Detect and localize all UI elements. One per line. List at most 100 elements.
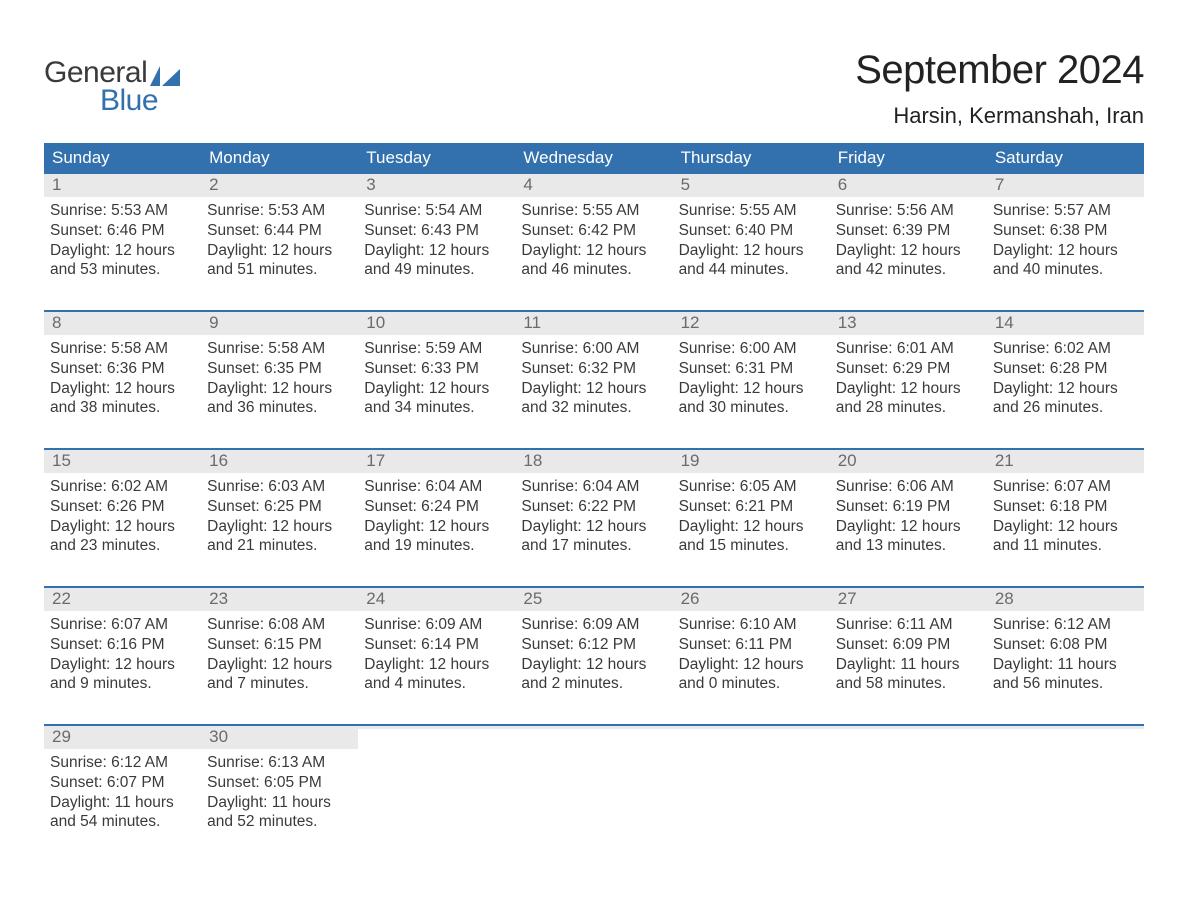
sunrise-line: Sunrise: 6:12 AM [50, 753, 195, 773]
calendar-cell: 23Sunrise: 6:08 AMSunset: 6:15 PMDayligh… [201, 588, 358, 708]
day-number: 13 [838, 313, 857, 332]
cell-body: Sunrise: 6:10 AMSunset: 6:11 PMDaylight:… [679, 615, 824, 694]
calendar-page: General Blue September 2024 Harsin, Kerm… [0, 0, 1188, 866]
daylight-line: Daylight: 12 hours and 40 minutes. [993, 241, 1138, 281]
sunrise-line: Sunrise: 5:58 AM [50, 339, 195, 359]
sunset-line: Sunset: 6:36 PM [50, 359, 195, 379]
sunset-line: Sunset: 6:24 PM [364, 497, 509, 517]
daylight-line: Daylight: 12 hours and 19 minutes. [364, 517, 509, 557]
day-number: 10 [366, 313, 385, 332]
day-number: 17 [366, 451, 385, 470]
day-of-week-header: Sunday Monday Tuesday Wednesday Thursday… [44, 143, 1144, 174]
calendar-cell: 28Sunrise: 6:12 AMSunset: 6:08 PMDayligh… [987, 588, 1144, 708]
day-number-row: 24 [358, 588, 515, 611]
daylight-line: Daylight: 12 hours and 21 minutes. [207, 517, 352, 557]
day-number-row: 4 [515, 174, 672, 197]
sunset-line: Sunset: 6:14 PM [364, 635, 509, 655]
calendar-cell: 19 Sunrise: 6:05 AMSunset: 6:21 PMDayligh… [673, 450, 830, 570]
daylight-line: Daylight: 12 hours and 13 minutes. [836, 517, 981, 557]
day-number: 8 [52, 313, 61, 332]
sunset-line: Sunset: 6:07 PM [50, 773, 195, 793]
day-number-row: 10 [358, 312, 515, 335]
day-number-row: 29 [44, 726, 201, 749]
sunset-line: Sunset: 6:32 PM [521, 359, 666, 379]
day-number: 4 [523, 175, 532, 194]
day-number: 7 [995, 175, 1004, 194]
sunrise-line: Sunrise: 5:58 AM [207, 339, 352, 359]
day-number-row: 18 [515, 450, 672, 473]
location: Harsin, Kermanshah, Iran [855, 103, 1144, 129]
sunset-line: Sunset: 6:26 PM [50, 497, 195, 517]
sunset-line: Sunset: 6:16 PM [50, 635, 195, 655]
dow-friday: Friday [830, 143, 987, 174]
cell-body: Sunrise: 6:02 AMSunset: 6:26 PMDaylight:… [50, 477, 195, 556]
calendar-week: 15 Sunrise: 6:02 AMSunset: 6:26 PMDayligh… [44, 448, 1144, 570]
calendar-cell: 2Sunrise: 5:53 AMSunset: 6:44 PMDaylight… [201, 174, 358, 294]
day-number-row: 13 [830, 312, 987, 335]
sunrise-line: Sunrise: 6:06 AM [836, 477, 981, 497]
day-number-row: 16 [201, 450, 358, 473]
sunset-line: Sunset: 6:05 PM [207, 773, 352, 793]
daylight-line: Daylight: 11 hours and 54 minutes. [50, 793, 195, 833]
daylight-line: Daylight: 12 hours and 4 minutes. [364, 655, 509, 695]
sunrise-line: Sunrise: 5:53 AM [50, 201, 195, 221]
calendar-cell: 14Sunrise: 6:02 AMSunset: 6:28 PMDayligh… [987, 312, 1144, 432]
calendar-cell: 10 Sunrise: 5:59 AMSunset: 6:33 PMDayligh… [358, 312, 515, 432]
sunrise-line: Sunrise: 6:10 AM [679, 615, 824, 635]
daylight-line: Daylight: 12 hours and 49 minutes. [364, 241, 509, 281]
day-number: 3 [366, 175, 375, 194]
sunrise-line: Sunrise: 5:55 AM [521, 201, 666, 221]
day-number: 9 [209, 313, 218, 332]
sunrise-line: Sunrise: 6:09 AM [364, 615, 509, 635]
calendar-cell: 7Sunrise: 5:57 AMSunset: 6:38 PMDaylight… [987, 174, 1144, 294]
sunset-line: Sunset: 6:33 PM [364, 359, 509, 379]
sunrise-line: Sunrise: 5:53 AM [207, 201, 352, 221]
cell-body: Sunrise: 6:04 AMSunset: 6:24 PMDaylight:… [364, 477, 509, 556]
cell-body: Sunrise: 6:09 AMSunset: 6:12 PMDaylight:… [521, 615, 666, 694]
day-number: 16 [209, 451, 228, 470]
day-number-row [358, 726, 515, 729]
calendar-cell [673, 726, 830, 846]
cell-body: Sunrise: 6:05 AMSunset: 6:21 PMDaylight:… [679, 477, 824, 556]
sunset-line: Sunset: 6:15 PM [207, 635, 352, 655]
cell-body: Sunrise: 5:54 AMSunset: 6:43 PMDaylight:… [364, 201, 509, 280]
daylight-line: Daylight: 12 hours and 17 minutes. [521, 517, 666, 557]
calendar-cell: 15 Sunrise: 6:02 AMSunset: 6:26 PMDayligh… [44, 450, 201, 570]
daylight-line: Daylight: 12 hours and 38 minutes. [50, 379, 195, 419]
cell-body: Sunrise: 5:53 AMSunset: 6:44 PMDaylight:… [207, 201, 352, 280]
calendar-cell [830, 726, 987, 846]
calendar-week: 29 Sunrise: 6:12 AMSunset: 6:07 PMDayligh… [44, 724, 1144, 846]
sunrise-line: Sunrise: 6:02 AM [993, 339, 1138, 359]
sunrise-line: Sunrise: 5:56 AM [836, 201, 981, 221]
day-number: 12 [681, 313, 700, 332]
cell-body: Sunrise: 5:58 AMSunset: 6:35 PMDaylight:… [207, 339, 352, 418]
day-number-row: 3 [358, 174, 515, 197]
cell-body: Sunrise: 5:55 AMSunset: 6:40 PMDaylight:… [679, 201, 824, 280]
day-number: 11 [523, 313, 541, 332]
day-number: 15 [52, 451, 71, 470]
cell-body: Sunrise: 6:03 AMSunset: 6:25 PMDaylight:… [207, 477, 352, 556]
dow-tuesday: Tuesday [358, 143, 515, 174]
cell-body: Sunrise: 6:11 AMSunset: 6:09 PMDaylight:… [836, 615, 981, 694]
logo-flag-icon [150, 66, 180, 86]
daylight-line: Daylight: 12 hours and 23 minutes. [50, 517, 195, 557]
cell-body: Sunrise: 5:53 AMSunset: 6:46 PMDaylight:… [50, 201, 195, 280]
sunset-line: Sunset: 6:09 PM [836, 635, 981, 655]
dow-wednesday: Wednesday [515, 143, 672, 174]
day-number-row: 19 [673, 450, 830, 473]
sunrise-line: Sunrise: 6:03 AM [207, 477, 352, 497]
sunrise-line: Sunrise: 6:08 AM [207, 615, 352, 635]
cell-body: Sunrise: 5:58 AMSunset: 6:36 PMDaylight:… [50, 339, 195, 418]
sunrise-line: Sunrise: 5:59 AM [364, 339, 509, 359]
day-number-row: 6 [830, 174, 987, 197]
cell-body: Sunrise: 5:55 AMSunset: 6:42 PMDaylight:… [521, 201, 666, 280]
calendar-cell: 13Sunrise: 6:01 AMSunset: 6:29 PMDayligh… [830, 312, 987, 432]
day-number-row: 22 [44, 588, 201, 611]
sunrise-line: Sunrise: 6:04 AM [521, 477, 666, 497]
day-number: 18 [523, 451, 542, 470]
cell-body: Sunrise: 5:59 AMSunset: 6:33 PMDaylight:… [364, 339, 509, 418]
daylight-line: Daylight: 12 hours and 36 minutes. [207, 379, 352, 419]
cell-body: Sunrise: 6:02 AMSunset: 6:28 PMDaylight:… [993, 339, 1138, 418]
day-number: 24 [366, 589, 385, 608]
sunset-line: Sunset: 6:29 PM [836, 359, 981, 379]
